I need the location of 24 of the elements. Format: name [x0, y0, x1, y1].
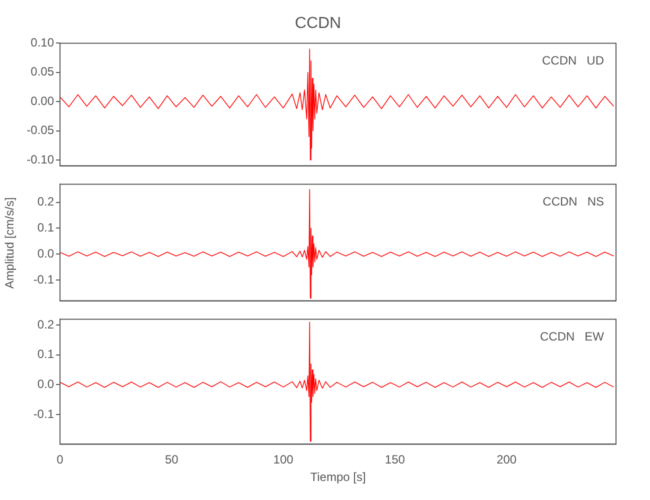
y-tick-label: -0.05 [26, 123, 54, 138]
y-tick-label: -0.10 [26, 152, 54, 166]
y-axis-title: Amplitud [cm/s/s] [3, 196, 18, 288]
annotation: CCDN NS [542, 194, 604, 209]
y-tick-label: 0.00 [30, 94, 54, 108]
y-tick-label: 0.0 [37, 376, 54, 391]
chart-title: CCDN [294, 15, 342, 32]
x-tick-label: 100 [273, 452, 294, 467]
y-tick-label: -0.1 [33, 272, 54, 286]
y-tick-label: 0.1 [37, 347, 54, 362]
x-axis-title: Tiempo [s] [310, 470, 366, 484]
x-tick-label: 50 [164, 452, 179, 467]
y-tick-label: 0.2 [37, 194, 54, 209]
annotation: CCDN EW [540, 330, 605, 344]
y-tick-label: 0.2 [37, 317, 54, 332]
y-tick-label: 0.1 [37, 220, 54, 235]
x-tick-label: 200 [496, 452, 517, 467]
y-tick-label: 0.10 [30, 36, 54, 50]
x-tick-label: 0 [56, 452, 64, 467]
y-tick-label: 0.05 [30, 64, 54, 79]
y-tick-label: 0.0 [37, 246, 54, 260]
x-tick-label: 150 [384, 452, 406, 467]
annotation: CCDN UD [542, 54, 604, 68]
y-tick-label: -0.1 [33, 406, 54, 421]
